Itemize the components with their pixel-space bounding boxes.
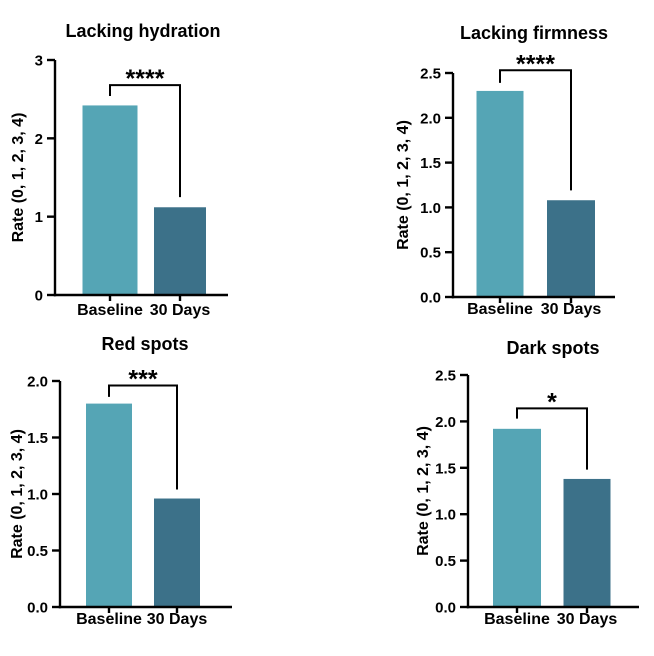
y-axis-title: Rate (0, 1, 2, 3, 4): [9, 429, 26, 559]
y-tick-label: 0.0: [27, 600, 48, 617]
bar-30-days: [547, 200, 595, 297]
y-tick-label: 1.0: [420, 200, 441, 217]
chart-panel: 0 1 2 3 Baseline 30 Days **** Lacking hydration…: [0, 0, 327, 328]
bar-30-days: [563, 478, 611, 607]
bar-baseline: [82, 105, 138, 295]
significance-label: ***: [128, 366, 157, 394]
significance-label: *: [547, 388, 557, 416]
x-category-label: 30 Days: [150, 302, 211, 319]
y-tick-label: 1.0: [27, 487, 48, 504]
y-tick-label: 1.5: [435, 460, 456, 477]
chart-panel: 0.0 0.5 1.0 1.5 2.0 Baseline 30 Days *** Red spo…: [0, 328, 327, 656]
x-category-label: Baseline: [77, 302, 143, 319]
chart-title: Dark spots: [506, 338, 599, 358]
x-category-label: 30 Days: [147, 611, 208, 628]
significance-bracket: [108, 384, 178, 490]
y-tick-label: 1.5: [420, 155, 441, 172]
x-category-label: 30 Days: [541, 301, 602, 318]
significance-bracket: [109, 84, 181, 198]
y-tick-label: 2.0: [420, 110, 441, 127]
bar-baseline: [493, 428, 541, 607]
y-axis-title: Rate (0, 1, 2, 3, 4): [395, 120, 412, 250]
y-tick-label: 2.0: [27, 374, 48, 391]
bar-chart-svg: 0.0 0.5 1.0 1.5 2.0 2.5 Baseline 30 Days **** Lac…: [395, 23, 615, 318]
significance-bracket: [499, 69, 572, 191]
y-tick-label: 2.5: [420, 66, 441, 83]
x-category-label: Baseline: [467, 301, 533, 318]
x-category-label: Baseline: [76, 611, 142, 628]
y-tick-label: 3: [35, 53, 43, 70]
chart-panel: 0.0 0.5 1.0 1.5 2.0 2.5 Baseline 30 Days **** Lac…: [327, 0, 654, 328]
x-category-label: Baseline: [484, 611, 550, 628]
bar-chart-svg: 0 1 2 3 Baseline 30 Days **** Lacking hydration…: [10, 21, 228, 319]
bar-30-days: [154, 207, 206, 295]
y-tick-label: 0.5: [27, 543, 48, 560]
bar-baseline: [476, 90, 524, 297]
chart-title: Red spots: [101, 334, 188, 354]
chart-title: Lacking hydration: [65, 21, 220, 41]
y-tick-label: 0.0: [420, 290, 441, 307]
x-category-label: 30 Days: [557, 611, 618, 628]
chart-title: Lacking firmness: [460, 23, 608, 43]
y-tick-label: 1.5: [27, 430, 48, 447]
significance-label: ****: [516, 50, 555, 78]
chart-panel: 0.0 0.5 1.0 1.5 2.0 2.5 Baseline 30 Days * Dark s…: [327, 328, 654, 656]
y-tick-label: 2: [35, 131, 43, 148]
y-tick-label: 2.5: [435, 368, 456, 385]
bar-chart-svg: 0.0 0.5 1.0 1.5 2.0 2.5 Baseline 30 Days * Dark s…: [415, 338, 639, 628]
bar-chart-svg: 0.0 0.5 1.0 1.5 2.0 Baseline 30 Days *** Red spo…: [9, 334, 232, 628]
y-tick-label: 1: [35, 209, 43, 226]
y-axis-title: Rate (0, 1, 2, 3, 4): [10, 113, 27, 243]
y-tick-label: 0.5: [435, 553, 456, 570]
bar-30-days: [154, 498, 200, 607]
y-tick-label: 0.5: [420, 245, 441, 262]
significance-bracket: [516, 407, 588, 470]
significance-label: ****: [126, 65, 165, 93]
bar-baseline: [86, 403, 132, 607]
y-tick-label: 1.0: [435, 507, 456, 524]
y-tick-label: 0: [35, 288, 43, 305]
y-tick-label: 0.0: [435, 600, 456, 617]
y-tick-label: 2.0: [435, 414, 456, 431]
y-axis-title: Rate (0, 1, 2, 3, 4): [415, 426, 432, 556]
